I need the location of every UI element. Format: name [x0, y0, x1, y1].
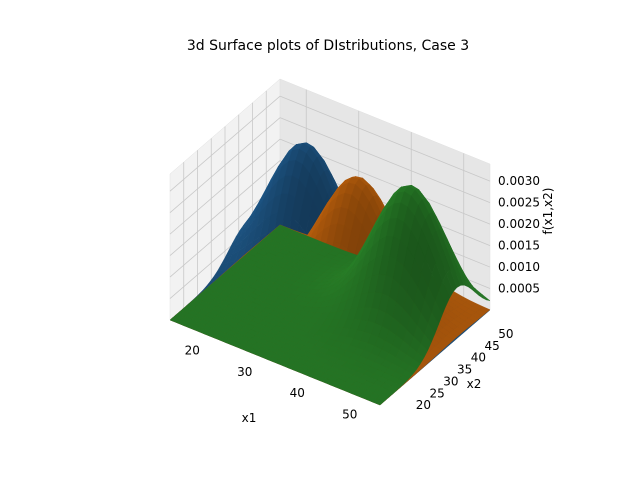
z-tick-label: 0.0005: [498, 282, 540, 296]
y-tick-label: 20: [416, 398, 431, 412]
x-axis-label: x1: [242, 411, 257, 425]
y-axis-label: x2: [467, 377, 482, 391]
z-grid-left: [169, 138, 281, 235]
z-tick-label: 0.0030: [498, 174, 540, 188]
z-grid-left: [169, 160, 281, 256]
y-tick-label: 40: [471, 351, 486, 365]
z-tick-label: 0.0025: [498, 196, 540, 210]
z-tick-label: 0.0020: [498, 217, 540, 231]
x-tick-label: 30: [237, 365, 252, 379]
x-tick-label: 20: [185, 344, 200, 358]
y-tick-label: 25: [430, 386, 445, 400]
y-tick-label: 50: [498, 327, 513, 341]
surfaces: [169, 142, 491, 406]
z-tick-label: 0.0015: [498, 239, 540, 253]
y-tick-label: 45: [485, 339, 500, 353]
tick-labels: 20304050202530354045500.00050.00100.0015…: [185, 174, 540, 421]
y-tick-label: 35: [457, 363, 472, 377]
z-grid-left: [169, 117, 281, 213]
x-tick-label: 50: [342, 407, 357, 421]
z-grid-back: [279, 117, 491, 204]
z-grid-back: [279, 95, 491, 182]
chart-title: 3d Surface plots of DIstributions, Case …: [187, 38, 469, 54]
surface-series-3: [169, 185, 491, 406]
y-tick-label: 30: [443, 374, 458, 388]
surface-patch: [372, 398, 385, 406]
z-tick-label: 0.0010: [498, 260, 540, 274]
z-axis-label: f(x1,x2): [541, 188, 555, 235]
x-tick-label: 40: [290, 386, 305, 400]
z-grid-left: [169, 95, 281, 192]
